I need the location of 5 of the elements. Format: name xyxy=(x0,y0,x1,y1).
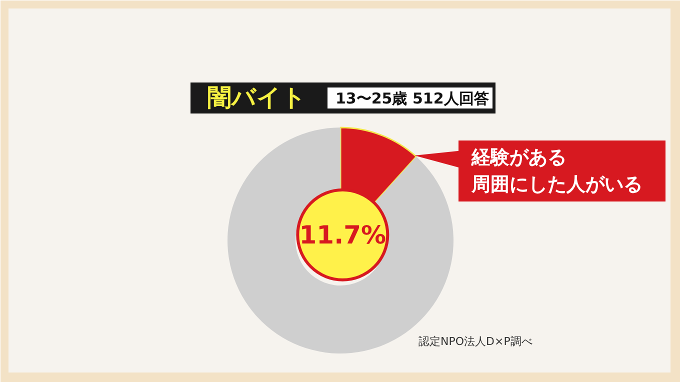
data-label: 11.7% xyxy=(299,220,386,250)
chart-subtitle: 13〜25歳 512人回答 xyxy=(336,90,489,108)
chart-title: 闇バイト xyxy=(208,84,306,112)
text: 認定NPO法人D×P調べ xyxy=(418,335,532,348)
legend-label: 経験がある周囲にした人がいる xyxy=(470,146,642,196)
